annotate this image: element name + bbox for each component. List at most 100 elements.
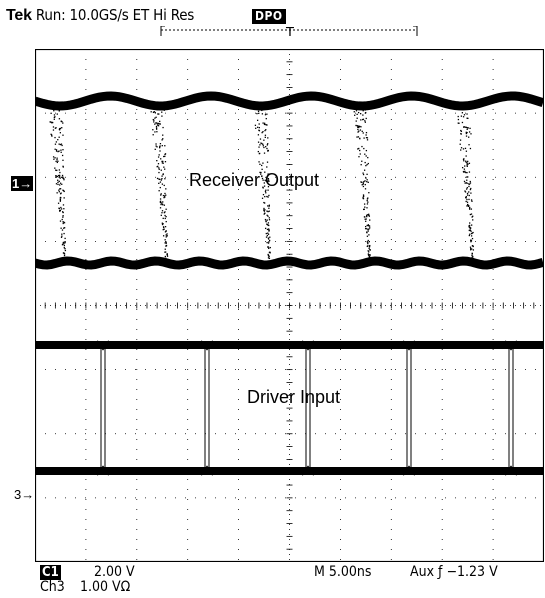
receiver-edge-dot [58,143,60,145]
receiver-edge-dot [61,211,64,213]
receiver-edge-dot [366,198,369,200]
receiver-edge-dot [368,256,371,258]
receiver-edge-dot [471,224,473,226]
receiver-edge-dot [266,195,268,198]
receiver-edge-dot [259,138,262,140]
receiver-edge-dot [55,150,58,152]
receiver-edge-dot [158,147,161,149]
receiver-edge-dot [364,225,367,228]
receiver-edge-dot [466,176,468,178]
receiver-edge-dot [264,129,266,132]
driver-edge-overshoot [402,340,416,476]
receiver-edge-dot [472,249,475,251]
receiver-edge-dot [166,253,168,255]
receiver-edge-dot [463,168,466,170]
receiver-edge-dot [59,209,61,212]
receiver-edge-dot [261,164,263,167]
receiver-edge-dot [460,129,462,132]
receiver-edge-dot [458,122,460,124]
receiver-edge-dot [55,183,58,185]
receiver-edge-dot [64,248,66,250]
receiver-edge-dot [261,131,263,134]
receiver-edge-dot [357,136,360,138]
receiver-edge-dot [62,176,64,178]
receiver-edge-dot [260,142,262,144]
receiver-edge-dot [265,129,267,131]
receiver-edge-dot [161,115,163,117]
receiver-edge-dot [263,185,266,187]
receiver-edge-dot [63,208,65,210]
receiver-edge-dot [468,207,471,209]
channel1-ground-marker[interactable]: 1→ [11,176,34,191]
receiver-edge-dot [472,231,474,234]
receiver-edge-dot [463,126,465,128]
receiver-edge-dot [159,181,162,183]
driver-edge-overshoot [96,340,110,476]
receiver-edge-dot [64,249,67,252]
receiver-edge-dot [262,131,264,133]
receiver-edge-dot [463,114,466,116]
receiver-edge-dot [60,227,62,229]
receiver-edge-dot [366,173,368,175]
receiver-edge-dot [266,228,269,231]
receiver-edge-dot [472,255,474,258]
receiver-edge-dot [366,224,368,227]
receiver-edge-dot [267,232,269,234]
receiver-edge-dot [267,237,270,239]
receiver-edge-dot [364,120,366,122]
receiver-edge-dot [163,211,166,214]
driver-input-label: Driver Input [247,387,341,407]
dpo-mode-badge[interactable]: DPO [252,9,286,24]
receiver-edge-dot [164,242,166,244]
receiver-edge-dot [470,227,472,229]
status-bar: Tek Run: 10.0GS/s ET Hi Res [6,6,194,25]
receiver-edge-dot [472,245,474,248]
receiver-edge-dot [469,147,472,150]
receiver-edge-dot [150,111,152,113]
receiver-edge-dot [356,117,358,119]
receiver-edge-dot [54,167,56,169]
receiver-edge-dot [58,169,61,171]
receiver-edge-dot [58,118,61,120]
receiver-edge-dot [268,210,270,212]
receiver-edge-dot [356,113,358,116]
receiver-edge-dot [366,231,368,233]
receiver-edge-dot [164,226,167,228]
receiver-edge-dot [61,218,63,221]
receiver-edge-dot [158,167,160,169]
receiver-edge-dot [164,217,166,220]
channel3-ground-marker[interactable]: 3→ [14,487,35,502]
receiver-edge-dot [157,124,159,126]
receiver-edge-dot [268,257,271,260]
receiver-edge-dot [368,228,370,230]
trigger-readout: Aux ƒ −1.23 V [410,564,498,580]
receiver-edge-dot [468,226,471,228]
receiver-edge-dot [268,239,271,242]
acquisition-status: Run: 10.0GS/s ET Hi Res [35,6,195,24]
receiver-edge-dot [367,253,369,255]
receiver-edge-dot [159,146,161,148]
receiver-edge-dot [263,210,266,212]
receiver-edge-dot [63,243,65,245]
waveform-display[interactable] [35,49,544,562]
receiver-edge-dot [357,148,359,150]
ch1-tag[interactable]: C1 [40,565,61,580]
receiver-edge-dot [365,131,368,134]
receiver-edge-dot [460,115,463,117]
receiver-edge-dot [266,214,268,216]
receiver-edge-dot [158,168,160,170]
receiver-edge-dot [468,229,470,232]
receiver-edge-dot [363,147,365,150]
receiver-edge-dot [468,185,470,188]
receiver-edge-dot [165,208,167,210]
receiver-edge-dot [60,120,62,122]
receiver-edge-dot [153,121,155,123]
receiver-edge-dot [54,127,57,129]
receiver-edge-dot [265,117,267,120]
ch3-tag[interactable]: Ch3 [40,579,65,595]
receiver-edge-dot [366,199,368,202]
receiver-edge-dot [465,182,467,184]
receiver-edge-dot [258,161,260,163]
receiver-edge-dot [468,171,471,173]
receiver-edge-dot [160,158,162,160]
